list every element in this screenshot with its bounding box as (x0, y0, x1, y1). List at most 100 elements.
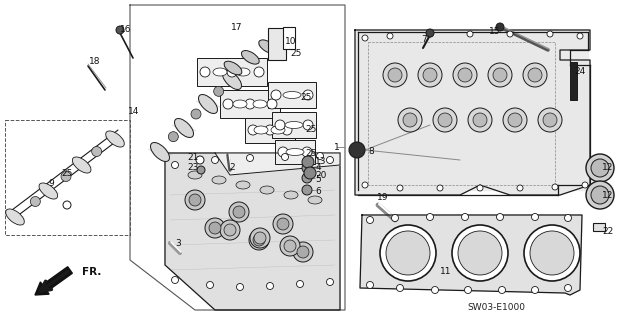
Ellipse shape (241, 50, 259, 64)
Circle shape (577, 33, 583, 39)
Circle shape (547, 31, 553, 37)
Circle shape (397, 285, 403, 292)
Circle shape (197, 166, 205, 174)
Circle shape (586, 154, 614, 182)
Circle shape (248, 125, 258, 135)
Bar (272, 112, 316, 138)
Circle shape (383, 63, 407, 87)
Text: 19: 19 (377, 194, 388, 203)
Circle shape (552, 184, 558, 190)
Circle shape (453, 63, 477, 87)
Circle shape (423, 68, 437, 82)
Circle shape (508, 113, 522, 127)
Ellipse shape (212, 176, 226, 184)
Circle shape (388, 68, 402, 82)
Bar (283, 27, 295, 49)
Polygon shape (358, 32, 588, 190)
Circle shape (362, 182, 368, 188)
Circle shape (266, 283, 273, 290)
Circle shape (61, 172, 71, 182)
Circle shape (503, 108, 527, 132)
Circle shape (586, 181, 614, 209)
Circle shape (302, 173, 312, 183)
Text: 14: 14 (128, 108, 140, 116)
Text: 12: 12 (602, 190, 614, 199)
Circle shape (211, 157, 218, 164)
Circle shape (426, 213, 433, 220)
Ellipse shape (260, 186, 274, 194)
Circle shape (531, 213, 538, 220)
Circle shape (302, 163, 312, 173)
Circle shape (468, 108, 492, 132)
Circle shape (477, 185, 483, 191)
Circle shape (326, 157, 333, 164)
Polygon shape (355, 30, 590, 195)
Ellipse shape (198, 94, 218, 114)
Circle shape (433, 108, 457, 132)
Ellipse shape (236, 68, 250, 76)
Circle shape (220, 220, 240, 240)
Ellipse shape (253, 100, 267, 108)
Circle shape (282, 125, 292, 135)
Circle shape (386, 231, 430, 275)
Ellipse shape (259, 40, 276, 54)
Text: 8: 8 (368, 147, 374, 157)
Circle shape (302, 185, 312, 195)
Circle shape (403, 113, 417, 127)
Ellipse shape (6, 209, 24, 225)
Text: 16: 16 (120, 25, 132, 33)
Circle shape (582, 182, 588, 188)
Text: 10: 10 (285, 36, 297, 46)
Circle shape (229, 202, 249, 222)
Circle shape (398, 108, 422, 132)
Circle shape (280, 236, 300, 256)
Circle shape (237, 284, 243, 291)
Circle shape (275, 120, 285, 130)
Text: 3: 3 (175, 240, 181, 249)
Circle shape (172, 277, 179, 284)
Circle shape (30, 197, 40, 206)
Circle shape (250, 228, 270, 248)
Ellipse shape (72, 157, 91, 173)
Text: 13: 13 (316, 158, 327, 167)
Circle shape (387, 33, 393, 39)
Bar (197, 58, 267, 86)
Ellipse shape (223, 70, 241, 90)
Circle shape (273, 214, 293, 234)
Bar (220, 90, 280, 118)
Circle shape (488, 63, 512, 87)
Circle shape (497, 213, 504, 220)
Circle shape (63, 201, 71, 209)
Text: 9: 9 (48, 179, 54, 188)
Circle shape (524, 225, 580, 281)
Text: FR.: FR. (82, 267, 101, 277)
Circle shape (297, 246, 309, 258)
Circle shape (465, 286, 472, 293)
Text: 4: 4 (315, 164, 321, 173)
Polygon shape (215, 153, 340, 175)
Circle shape (302, 147, 312, 157)
Bar (268, 82, 316, 108)
Circle shape (302, 156, 314, 168)
Text: 17: 17 (231, 24, 243, 33)
Circle shape (172, 161, 179, 168)
Text: 25: 25 (305, 125, 317, 135)
Circle shape (92, 146, 102, 157)
Ellipse shape (271, 126, 285, 134)
Circle shape (304, 167, 316, 179)
Circle shape (591, 159, 609, 177)
Bar (593, 223, 605, 231)
Circle shape (517, 185, 523, 191)
Circle shape (168, 132, 179, 142)
Text: 6: 6 (315, 188, 321, 197)
Ellipse shape (276, 29, 294, 43)
Ellipse shape (308, 196, 322, 204)
Circle shape (458, 231, 502, 275)
Ellipse shape (188, 171, 202, 179)
Text: 11: 11 (440, 266, 452, 276)
Circle shape (564, 285, 572, 292)
Circle shape (538, 108, 562, 132)
Circle shape (282, 153, 289, 160)
Text: 22: 22 (602, 227, 614, 236)
Circle shape (473, 113, 487, 127)
